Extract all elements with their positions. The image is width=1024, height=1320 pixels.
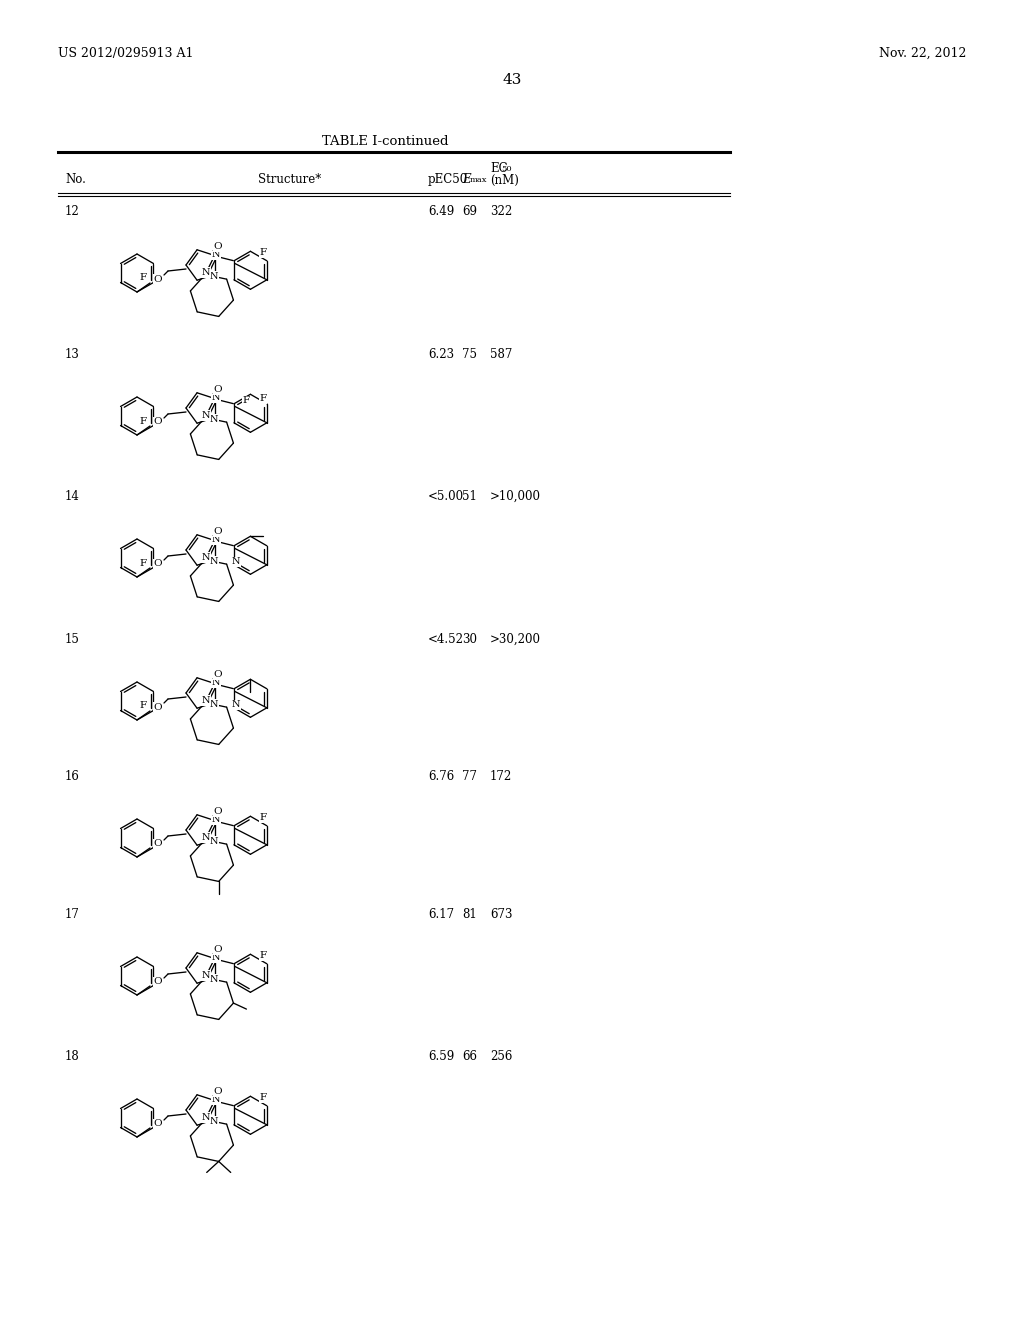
- Text: N: N: [202, 411, 210, 420]
- Text: O: O: [154, 1119, 163, 1129]
- Text: O: O: [214, 807, 222, 816]
- Text: O: O: [154, 840, 163, 849]
- Text: N: N: [212, 953, 220, 962]
- Text: No.: No.: [65, 173, 86, 186]
- Text: N: N: [210, 837, 218, 846]
- Text: F: F: [243, 396, 250, 405]
- Text: N: N: [212, 249, 220, 259]
- Text: 6.23: 6.23: [428, 348, 454, 360]
- Text: N: N: [212, 535, 220, 544]
- Text: F: F: [259, 1093, 266, 1102]
- Text: O: O: [154, 702, 163, 711]
- Text: 81: 81: [462, 908, 477, 921]
- Text: N: N: [210, 1117, 218, 1126]
- Text: F: F: [140, 273, 147, 282]
- Text: 17: 17: [65, 908, 80, 921]
- Text: >30,200: >30,200: [490, 634, 541, 645]
- Text: N: N: [212, 393, 220, 403]
- Text: Nov. 22, 2012: Nov. 22, 2012: [879, 48, 966, 59]
- Text: N: N: [202, 1113, 210, 1122]
- Text: F: F: [259, 393, 266, 403]
- Text: N: N: [202, 268, 210, 277]
- Text: N: N: [210, 557, 218, 566]
- Text: 50: 50: [501, 165, 512, 173]
- Text: 12: 12: [65, 205, 80, 218]
- Text: N: N: [210, 414, 218, 424]
- Text: N: N: [202, 696, 210, 705]
- Text: N: N: [231, 557, 241, 566]
- Text: 6.17: 6.17: [428, 908, 454, 921]
- Text: 673: 673: [490, 908, 512, 921]
- Text: 16: 16: [65, 770, 80, 783]
- Text: O: O: [214, 242, 222, 251]
- Text: 77: 77: [462, 770, 477, 783]
- Text: N: N: [202, 972, 210, 979]
- Text: N: N: [212, 678, 220, 688]
- Text: N: N: [202, 553, 210, 562]
- Text: 6.49: 6.49: [428, 205, 455, 218]
- Text: 18: 18: [65, 1049, 80, 1063]
- Text: O: O: [214, 527, 222, 536]
- Text: <5.00: <5.00: [428, 490, 464, 503]
- Text: O: O: [214, 671, 222, 678]
- Text: N: N: [210, 700, 218, 709]
- Text: 30: 30: [462, 634, 477, 645]
- Text: F: F: [259, 248, 266, 257]
- Text: N: N: [210, 975, 218, 983]
- Text: N: N: [231, 701, 241, 709]
- Text: O: O: [154, 978, 163, 986]
- Text: Structure*: Structure*: [258, 173, 322, 186]
- Text: pEC50: pEC50: [428, 173, 468, 186]
- Text: O: O: [214, 385, 222, 395]
- Text: 75: 75: [462, 348, 477, 360]
- Text: 322: 322: [490, 205, 512, 218]
- Text: 14: 14: [65, 490, 80, 503]
- Text: F: F: [259, 813, 266, 822]
- Text: 69: 69: [462, 205, 477, 218]
- Text: O: O: [154, 560, 163, 569]
- Text: F: F: [259, 950, 266, 960]
- Text: max: max: [470, 176, 487, 183]
- Text: 51: 51: [462, 490, 477, 503]
- Text: 256: 256: [490, 1049, 512, 1063]
- Text: F: F: [140, 701, 147, 710]
- Text: (nM): (nM): [490, 174, 519, 187]
- Text: 43: 43: [503, 73, 521, 87]
- Text: N: N: [210, 272, 218, 281]
- Text: <4.52: <4.52: [428, 634, 464, 645]
- Text: N: N: [212, 1096, 220, 1104]
- Text: O: O: [154, 417, 163, 426]
- Text: F: F: [140, 558, 147, 568]
- Text: 6.76: 6.76: [428, 770, 455, 783]
- Text: 13: 13: [65, 348, 80, 360]
- Text: 66: 66: [462, 1049, 477, 1063]
- Text: O: O: [214, 1088, 222, 1096]
- Text: US 2012/0295913 A1: US 2012/0295913 A1: [58, 48, 194, 59]
- Text: N: N: [202, 833, 210, 842]
- Text: >10,000: >10,000: [490, 490, 541, 503]
- Text: TABLE I-continued: TABLE I-continued: [322, 135, 449, 148]
- Text: N: N: [212, 814, 220, 824]
- Text: 172: 172: [490, 770, 512, 783]
- Text: E: E: [462, 173, 471, 186]
- Text: 587: 587: [490, 348, 512, 360]
- Text: 6.59: 6.59: [428, 1049, 455, 1063]
- Text: F: F: [140, 417, 147, 425]
- Text: O: O: [214, 945, 222, 954]
- Text: EC: EC: [490, 162, 508, 176]
- Text: O: O: [154, 275, 163, 284]
- Text: 15: 15: [65, 634, 80, 645]
